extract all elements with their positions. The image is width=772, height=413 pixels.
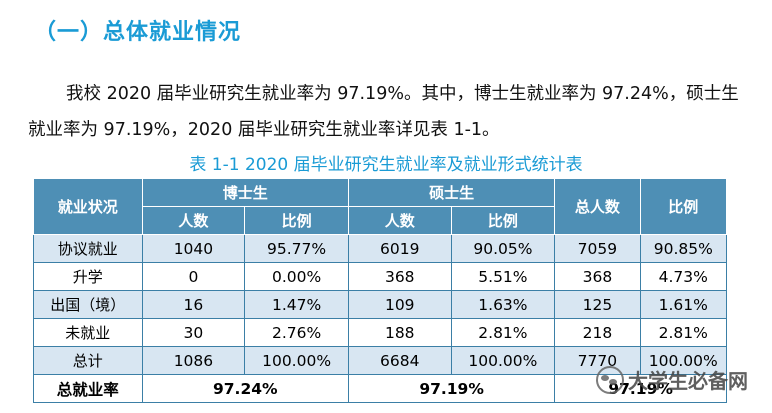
- rate-label: 总就业率: [33, 374, 143, 403]
- row-label: 出国（境）: [33, 290, 143, 319]
- table-row: 出国（境） 16 1.47% 109 1.63% 125 1.61%: [33, 290, 728, 319]
- cell-total-count: 125: [554, 290, 641, 319]
- cell-total-count: 368: [554, 262, 641, 291]
- section-heading: （一）总体就业情况: [34, 20, 242, 45]
- cell-master-ratio: 2.81%: [450, 318, 556, 347]
- cell-master-count: 6019: [347, 234, 452, 263]
- cell-total-ratio: 4.73%: [639, 262, 728, 291]
- rate-master: 97.19%: [347, 374, 556, 403]
- header-phd-count: 人数: [141, 206, 246, 235]
- cell-phd-count: 16: [141, 290, 246, 319]
- cell-total-count: 7770: [554, 346, 641, 375]
- cell-master-ratio: 90.05%: [450, 234, 556, 263]
- summary-text: 我校 2020 届毕业研究生就业率为 97.19%。其中，博士生就业率为 97.…: [28, 84, 739, 140]
- table-row: 未就业 30 2.76% 188 2.81% 218 2.81%: [33, 318, 728, 347]
- row-label: 未就业: [33, 318, 143, 347]
- wechat-icon: [596, 365, 624, 394]
- header-total: 总人数: [554, 178, 641, 235]
- cell-phd-count: 30: [141, 318, 246, 347]
- watermark: 大学生必备网: [596, 365, 748, 394]
- cell-phd-ratio: 1.47%: [244, 290, 349, 319]
- header-master-ratio: 比例: [450, 206, 556, 235]
- cell-master-count: 109: [347, 290, 452, 319]
- cell-phd-ratio: 2.76%: [244, 318, 349, 347]
- header-status: 就业状况: [33, 178, 143, 235]
- table-row: 升学 0 0.00% 368 5.51% 368 4.73%: [33, 262, 728, 291]
- cell-total-ratio: 2.81%: [639, 318, 728, 347]
- cell-phd-count: 0: [141, 262, 246, 291]
- rate-phd: 97.24%: [141, 374, 349, 403]
- header-master: 硕士生: [347, 178, 556, 207]
- rate-total: 97.19%: [554, 374, 727, 403]
- cell-master-ratio: 5.51%: [450, 262, 556, 291]
- cell-master-count: 188: [347, 318, 452, 347]
- cell-total-ratio: 1.61%: [639, 290, 728, 319]
- cell-master-ratio: 1.63%: [450, 290, 556, 319]
- cell-total-count: 218: [554, 318, 641, 347]
- cell-phd-ratio: 100.00%: [244, 346, 349, 375]
- cell-total-ratio: 100.00%: [639, 346, 728, 375]
- cell-phd-count: 1086: [141, 346, 246, 375]
- row-label: 协议就业: [33, 234, 143, 263]
- cell-phd-ratio: 0.00%: [244, 262, 349, 291]
- cell-total-ratio: 90.85%: [639, 234, 728, 263]
- cell-phd-count: 1040: [141, 234, 246, 263]
- cell-phd-ratio: 95.77%: [244, 234, 349, 263]
- header-phd: 博士生: [141, 178, 349, 207]
- cell-total-count: 7059: [554, 234, 641, 263]
- header-master-count: 人数: [347, 206, 452, 235]
- header-total-ratio: 比例: [639, 178, 728, 235]
- cell-master-ratio: 100.00%: [450, 346, 556, 375]
- table-row-rate: 总就业率 97.24% 97.19% 97.19%: [33, 374, 727, 403]
- row-label: 总计: [33, 346, 143, 375]
- table-caption: 表 1-1 2020 届毕业研究生就业率及就业形式统计表: [189, 155, 583, 175]
- employment-table: 就业状况 博士生 硕士生 总人数 比例 人数 比例 人数 比例 协议就业 104…: [33, 178, 728, 403]
- header-phd-ratio: 比例: [244, 206, 349, 235]
- table-row: 协议就业 1040 95.77% 6019 90.05% 7059 90.85%: [33, 234, 728, 263]
- cell-master-count: 6684: [347, 346, 452, 375]
- row-label: 升学: [33, 262, 143, 291]
- table-row-total: 总计 1086 100.00% 6684 100.00% 7770 100.00…: [33, 346, 728, 375]
- summary-paragraph: 我校 2020 届毕业研究生就业率为 97.19%。其中，博士生就业率为 97.…: [28, 76, 748, 148]
- watermark-text: 大学生必备网: [628, 369, 748, 393]
- cell-master-count: 368: [347, 262, 452, 291]
